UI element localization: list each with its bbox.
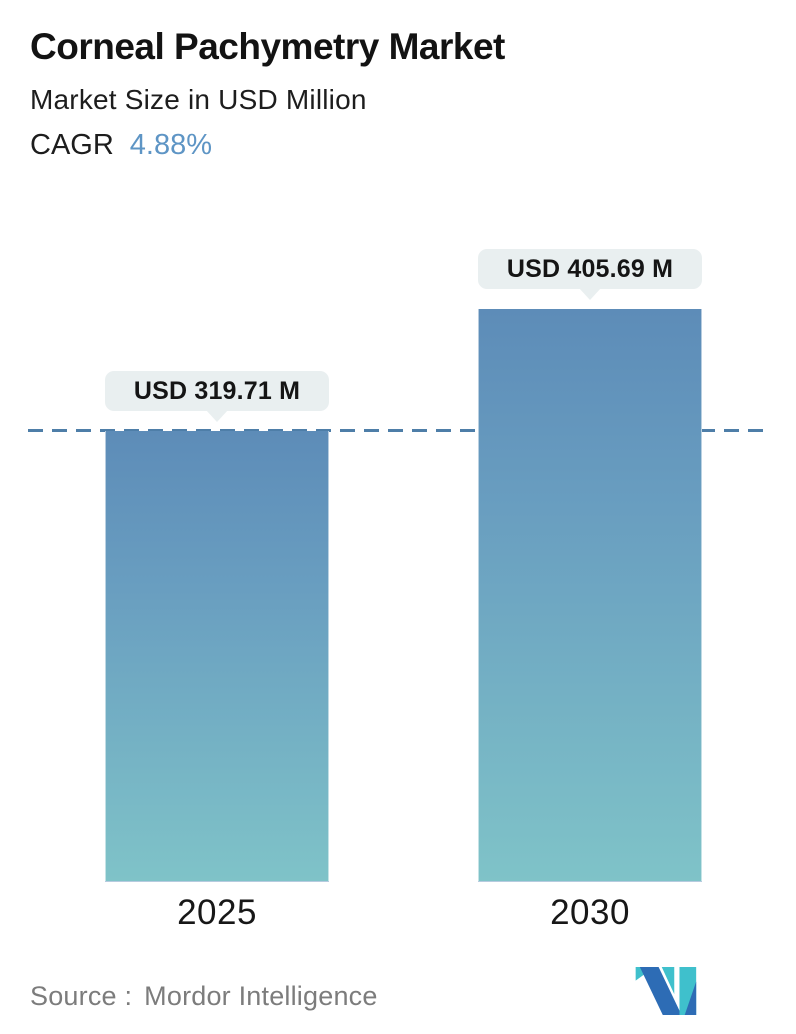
axis-label-2030: 2030 (550, 893, 630, 932)
value-label-2025: USD 319.71 M (133, 376, 301, 405)
cagr-row: CAGR 4.88% (30, 129, 505, 162)
tooltip-pointer-icon (579, 288, 601, 300)
chart-subtitle: Market Size in USD Million (30, 83, 367, 115)
baseline-dashed-line (28, 429, 768, 432)
axis-label-2025: 2025 (177, 893, 257, 932)
value-label-2030: USD 405.69 M (506, 254, 674, 283)
value-tooltip-2030: USD 405.69 M (478, 249, 702, 300)
source-name: Mordor Intelligence (144, 981, 378, 1011)
bar-2025 (105, 431, 329, 882)
chart-header: Corneal Pachymetry Market Market Size in… (30, 26, 505, 162)
chart-title: Corneal Pachymetry Market (30, 26, 505, 67)
cagr-value: 4.88% (129, 128, 213, 161)
value-tooltip-2025: USD 319.71 M (105, 371, 329, 422)
tooltip-pointer-icon (206, 410, 228, 422)
mordor-intelligence-logo (635, 967, 697, 1015)
bar-2030 (478, 309, 702, 882)
source-line: Source : Mordor Intelligence (30, 981, 378, 1012)
cagr-label: CAGR (30, 128, 114, 161)
source-label: Source : (30, 981, 133, 1011)
